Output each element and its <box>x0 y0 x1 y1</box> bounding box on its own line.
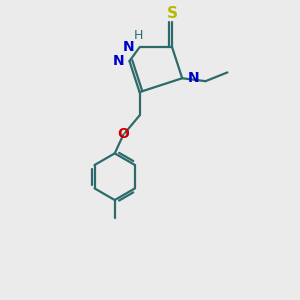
Text: N: N <box>123 40 134 54</box>
Text: H: H <box>134 28 143 41</box>
Text: S: S <box>167 6 178 21</box>
Text: N: N <box>188 71 199 85</box>
Text: O: O <box>118 128 129 141</box>
Text: N: N <box>112 54 124 68</box>
